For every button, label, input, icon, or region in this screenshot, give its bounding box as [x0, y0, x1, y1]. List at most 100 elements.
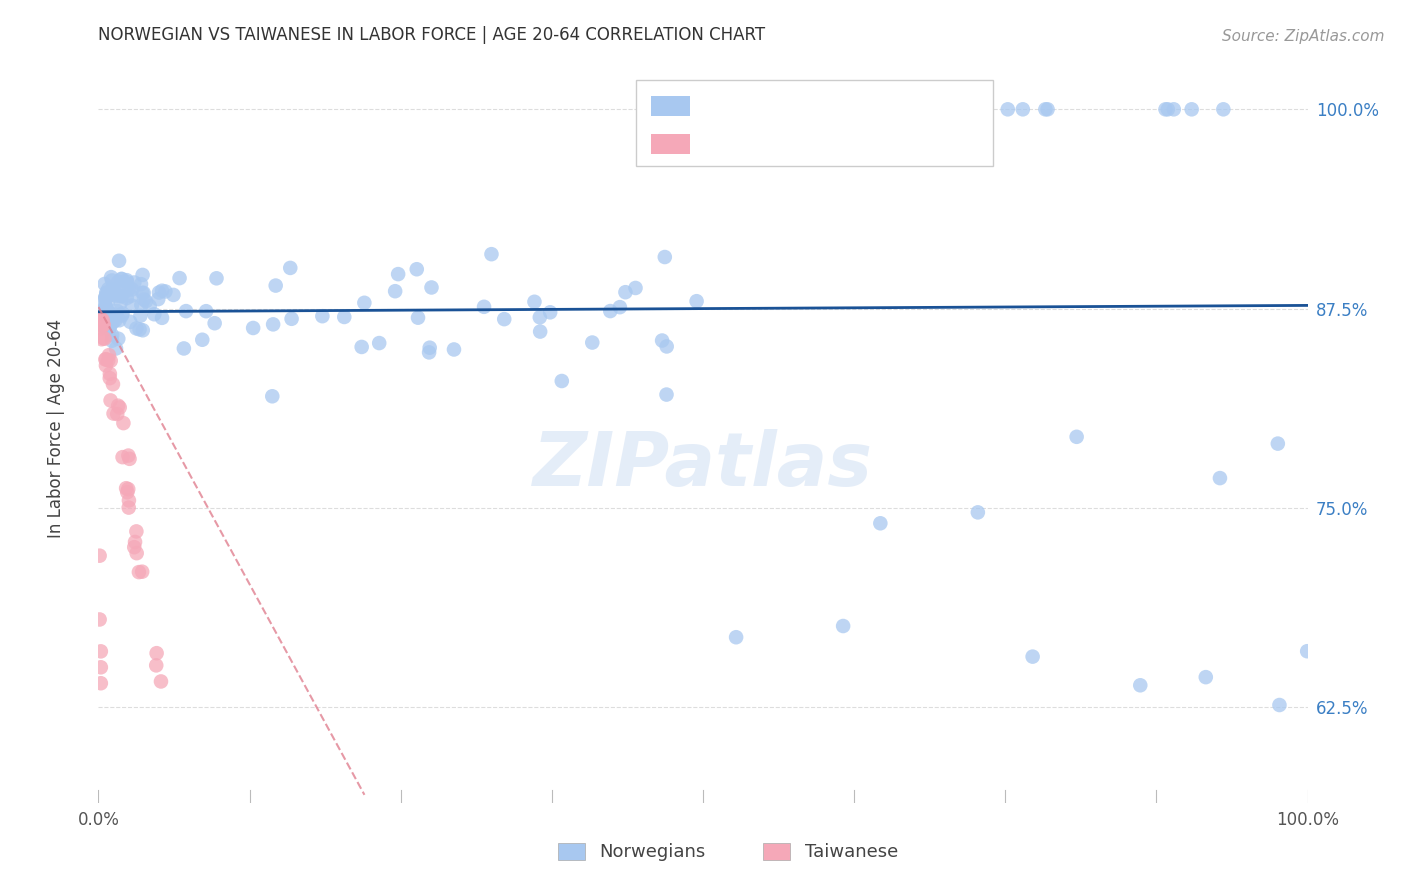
Point	[443, 343, 465, 357]
Point	[1267, 436, 1289, 450]
Point	[108, 401, 131, 415]
Point	[169, 271, 191, 285]
Point	[111, 309, 134, 323]
Point	[759, 103, 782, 117]
Text: Source: ZipAtlas.com: Source: ZipAtlas.com	[1222, 29, 1385, 44]
Point	[264, 278, 287, 293]
Point	[581, 335, 603, 350]
Text: N =: N =	[839, 133, 880, 151]
Point	[111, 450, 134, 464]
Point	[173, 342, 195, 356]
Point	[538, 305, 561, 319]
Point	[90, 644, 112, 658]
Point	[1157, 103, 1180, 117]
Point	[1066, 430, 1088, 444]
Point	[1296, 644, 1319, 658]
Point	[117, 449, 139, 463]
Point	[98, 367, 121, 381]
Point	[94, 359, 117, 373]
Point	[131, 565, 153, 579]
FancyBboxPatch shape	[637, 79, 993, 166]
FancyBboxPatch shape	[651, 96, 690, 117]
Point	[90, 318, 112, 333]
Text: 150: 150	[894, 95, 932, 113]
Point	[481, 247, 503, 261]
Point	[405, 262, 427, 277]
Text: ZIPatlas: ZIPatlas	[533, 429, 873, 502]
Point	[125, 321, 148, 335]
Point	[801, 103, 824, 117]
Point	[758, 103, 780, 117]
Point	[91, 318, 114, 332]
Point	[121, 299, 143, 313]
Point	[138, 299, 160, 313]
Point	[832, 619, 855, 633]
Point	[131, 268, 153, 282]
Text: R =: R =	[707, 95, 745, 113]
Point	[110, 296, 132, 310]
Text: -0.133: -0.133	[758, 133, 821, 151]
Point	[104, 308, 127, 322]
Point	[262, 389, 284, 403]
Point	[145, 658, 167, 673]
Point	[174, 304, 197, 318]
Text: In Labor Force | Age 20-64: In Labor Force | Age 20-64	[46, 318, 65, 538]
Point	[118, 451, 141, 466]
Point	[420, 280, 443, 294]
Point	[262, 318, 284, 332]
Point	[101, 282, 124, 296]
Point	[278, 260, 301, 275]
Point	[869, 103, 891, 117]
Point	[98, 307, 121, 321]
Point	[1181, 103, 1204, 117]
Point	[89, 311, 111, 326]
Point	[204, 316, 226, 330]
Point	[115, 279, 138, 293]
Point	[406, 310, 429, 325]
Point	[1209, 471, 1232, 485]
Point	[101, 377, 124, 392]
Point	[148, 292, 170, 306]
Point	[98, 321, 121, 335]
Point	[129, 277, 152, 292]
Point	[150, 310, 173, 325]
Point	[131, 298, 153, 312]
Point	[128, 322, 150, 336]
Point	[941, 103, 963, 117]
Point	[609, 300, 631, 314]
Point	[1268, 698, 1291, 712]
Text: Norwegians: Norwegians	[599, 843, 706, 861]
Point	[624, 281, 647, 295]
Point	[132, 285, 155, 300]
Point	[93, 332, 115, 346]
Point	[614, 285, 637, 300]
Point	[107, 332, 129, 346]
Point	[98, 321, 121, 335]
Point	[655, 339, 678, 353]
Point	[651, 334, 673, 348]
Point	[94, 291, 117, 305]
Point	[350, 340, 373, 354]
Point	[205, 271, 228, 285]
Point	[280, 311, 302, 326]
Point	[333, 310, 356, 324]
Point	[101, 328, 124, 343]
Point	[1035, 103, 1057, 117]
Point	[98, 306, 121, 320]
Point	[101, 334, 124, 348]
Point	[765, 103, 787, 117]
Point	[997, 103, 1019, 117]
Point	[110, 272, 132, 286]
Point	[132, 293, 155, 307]
Point	[353, 295, 375, 310]
Point	[162, 288, 184, 302]
Point	[149, 674, 172, 689]
Point	[90, 660, 112, 674]
Point	[107, 399, 129, 413]
Point	[101, 273, 124, 287]
Point	[98, 371, 121, 385]
Point	[100, 270, 122, 285]
Point	[94, 352, 117, 367]
Point	[89, 549, 111, 563]
Point	[599, 304, 621, 318]
